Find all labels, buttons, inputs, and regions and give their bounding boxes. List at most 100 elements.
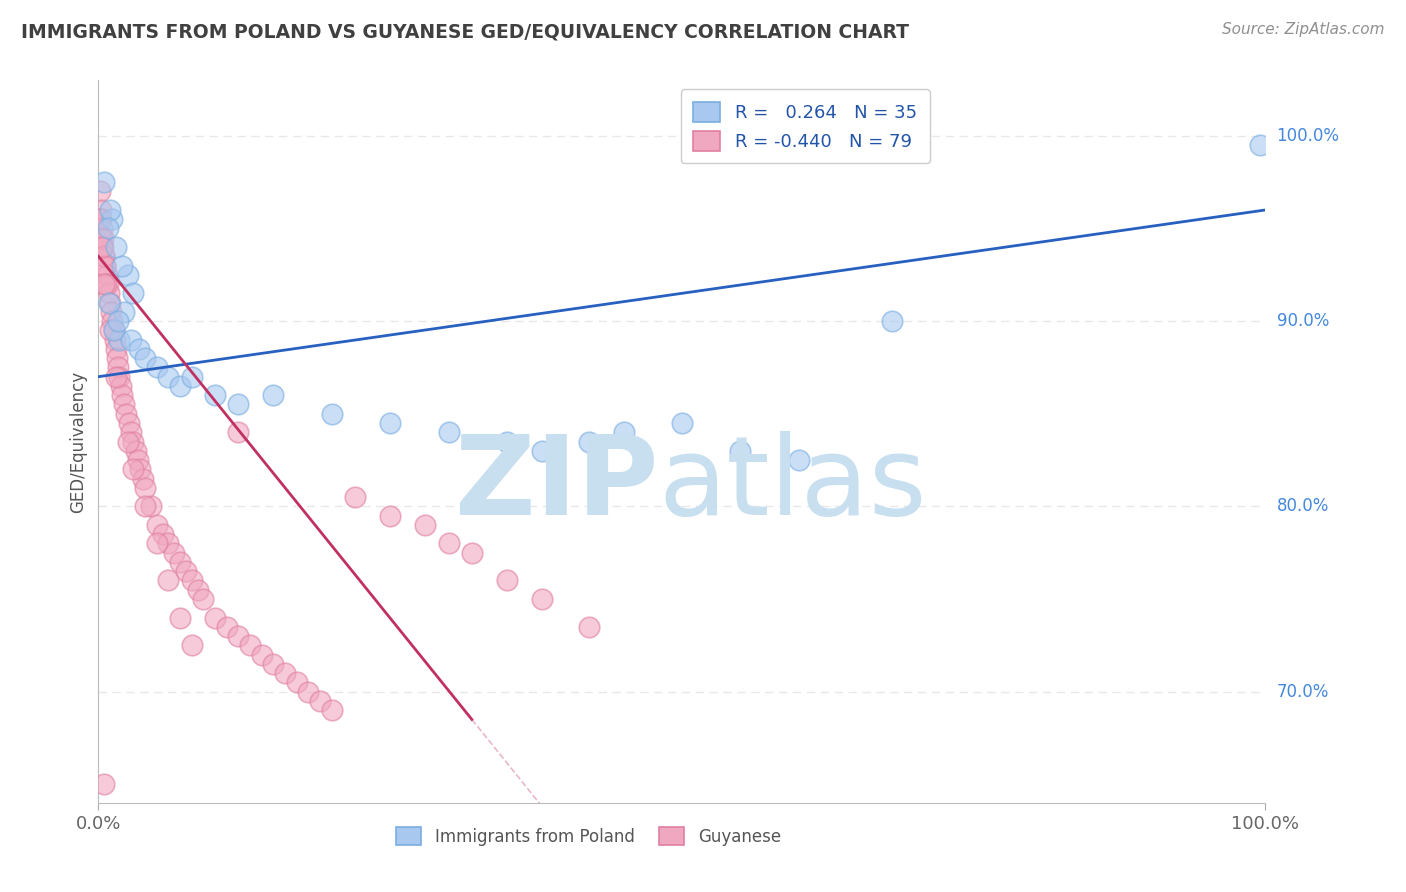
- Point: [100, 305, 122, 319]
- Text: atlas: atlas: [658, 432, 927, 539]
- Point: [94, 277, 117, 291]
- Point: [117, 434, 139, 449]
- Point: [228, 629, 250, 643]
- Point: [612, 425, 634, 440]
- Point: [112, 397, 135, 411]
- Point: [169, 610, 191, 624]
- Point: [228, 397, 250, 411]
- Point: [93, 249, 115, 263]
- Point: [90, 212, 112, 227]
- Point: [105, 351, 128, 366]
- Point: [152, 527, 174, 541]
- Point: [157, 574, 180, 588]
- Point: [98, 295, 121, 310]
- Point: [118, 416, 141, 430]
- Point: [108, 369, 131, 384]
- Point: [730, 443, 752, 458]
- Point: [93, 249, 115, 263]
- Text: 100.0%: 100.0%: [1277, 127, 1340, 145]
- Point: [94, 259, 117, 273]
- Point: [120, 333, 142, 347]
- Point: [204, 388, 226, 402]
- Point: [146, 360, 169, 375]
- Point: [530, 443, 553, 458]
- Point: [127, 453, 149, 467]
- Point: [437, 536, 460, 550]
- Point: [671, 416, 693, 430]
- Point: [193, 592, 215, 607]
- Point: [437, 425, 460, 440]
- Point: [146, 517, 169, 532]
- Point: [285, 675, 308, 690]
- Point: [108, 333, 131, 347]
- Point: [134, 351, 156, 366]
- Point: [115, 407, 138, 421]
- Point: [578, 620, 600, 634]
- Text: 90.0%: 90.0%: [1277, 312, 1329, 330]
- Text: ZIP: ZIP: [456, 432, 658, 539]
- Point: [321, 703, 343, 717]
- Point: [96, 268, 118, 282]
- Point: [180, 638, 202, 652]
- Point: [274, 666, 297, 681]
- Point: [134, 500, 156, 514]
- Point: [169, 555, 191, 569]
- Point: [496, 434, 519, 449]
- Text: IMMIGRANTS FROM POLAND VS GUYANESE GED/EQUIVALENCY CORRELATION CHART: IMMIGRANTS FROM POLAND VS GUYANESE GED/E…: [21, 22, 910, 41]
- Point: [90, 240, 112, 254]
- Point: [228, 425, 250, 440]
- Point: [239, 638, 262, 652]
- Point: [111, 259, 134, 273]
- Point: [578, 434, 600, 449]
- Point: [90, 202, 112, 217]
- Point: [104, 342, 127, 356]
- Point: [309, 694, 332, 708]
- Point: [128, 342, 150, 356]
- Point: [250, 648, 273, 662]
- Point: [530, 592, 553, 607]
- Point: [91, 240, 114, 254]
- Point: [215, 620, 238, 634]
- Point: [103, 323, 125, 337]
- Point: [101, 212, 124, 227]
- Point: [1249, 138, 1271, 153]
- Point: [180, 574, 202, 588]
- Point: [111, 388, 134, 402]
- Point: [125, 443, 148, 458]
- Point: [93, 277, 115, 291]
- Point: [187, 582, 209, 597]
- Point: [107, 314, 129, 328]
- Point: [262, 657, 284, 671]
- Point: [117, 268, 139, 282]
- Text: 70.0%: 70.0%: [1277, 682, 1329, 700]
- Point: [112, 305, 135, 319]
- Point: [169, 379, 191, 393]
- Point: [122, 462, 145, 476]
- Point: [101, 314, 124, 328]
- Point: [97, 286, 120, 301]
- Point: [89, 212, 111, 227]
- Point: [104, 240, 127, 254]
- Point: [297, 684, 319, 698]
- Point: [461, 546, 484, 560]
- Point: [122, 434, 145, 449]
- Point: [174, 564, 197, 578]
- Point: [157, 369, 180, 384]
- Point: [180, 369, 202, 384]
- Point: [134, 481, 156, 495]
- Point: [97, 295, 120, 310]
- Y-axis label: GED/Equivalency: GED/Equivalency: [69, 370, 87, 513]
- Point: [204, 610, 226, 624]
- Point: [157, 536, 180, 550]
- Point: [880, 314, 903, 328]
- Point: [163, 546, 186, 560]
- Point: [122, 286, 145, 301]
- Point: [132, 472, 155, 486]
- Point: [496, 574, 519, 588]
- Point: [89, 185, 111, 199]
- Point: [146, 536, 169, 550]
- Point: [98, 202, 121, 217]
- Point: [107, 360, 129, 375]
- Text: Source: ZipAtlas.com: Source: ZipAtlas.com: [1222, 22, 1385, 37]
- Point: [90, 231, 112, 245]
